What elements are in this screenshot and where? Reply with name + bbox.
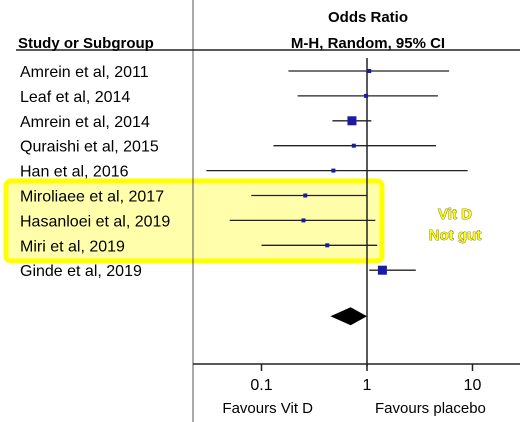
highlight-box [3, 178, 385, 264]
study-name: Miri et al, 2019 [20, 238, 125, 255]
study-name: Amrein et al, 2014 [20, 114, 150, 131]
x-tick-label: 10 [464, 377, 482, 394]
study-name: Amrein et al, 2011 [20, 64, 149, 81]
study-name: Quraishi et al, 2015 [20, 139, 159, 156]
point-estimate [364, 93, 369, 98]
point-estimate [303, 193, 308, 198]
study-name: Leaf et al, 2014 [20, 89, 130, 106]
highlight-label-line2: Not gut [429, 227, 481, 244]
point-estimate [367, 69, 372, 73]
point-estimate [331, 168, 336, 173]
x-tick-label: 0.1 [250, 377, 272, 394]
chart-marks: 0.1 1 10 Favours Vit D Favours placebo Amrein… [20, 58, 520, 417]
study-name: Miroliaee et al, 2017 [20, 189, 164, 206]
study-name: Han et al, 2016 [20, 164, 129, 181]
point-estimate [301, 218, 306, 223]
study-name: Ginde et al, 2019 [20, 263, 142, 280]
study-column-header: Study or Subgroup [18, 35, 154, 52]
pooled-diamond [330, 307, 367, 326]
or-title: Odds Ratio [328, 9, 408, 26]
point-estimate [377, 265, 387, 275]
favours-right-label: Favours placebo [375, 400, 486, 417]
point-estimate [325, 243, 330, 248]
point-estimate [351, 143, 356, 148]
highlight-label-line1: Vit D [438, 206, 472, 223]
x-tick-label: 1 [363, 377, 372, 394]
point-estimate [347, 116, 357, 126]
favours-left-label: Favours Vit D [222, 400, 313, 417]
study-name: Hasanloei et al, 2019 [20, 213, 170, 230]
or-method: M-H, Random, 95% CI [291, 35, 445, 52]
